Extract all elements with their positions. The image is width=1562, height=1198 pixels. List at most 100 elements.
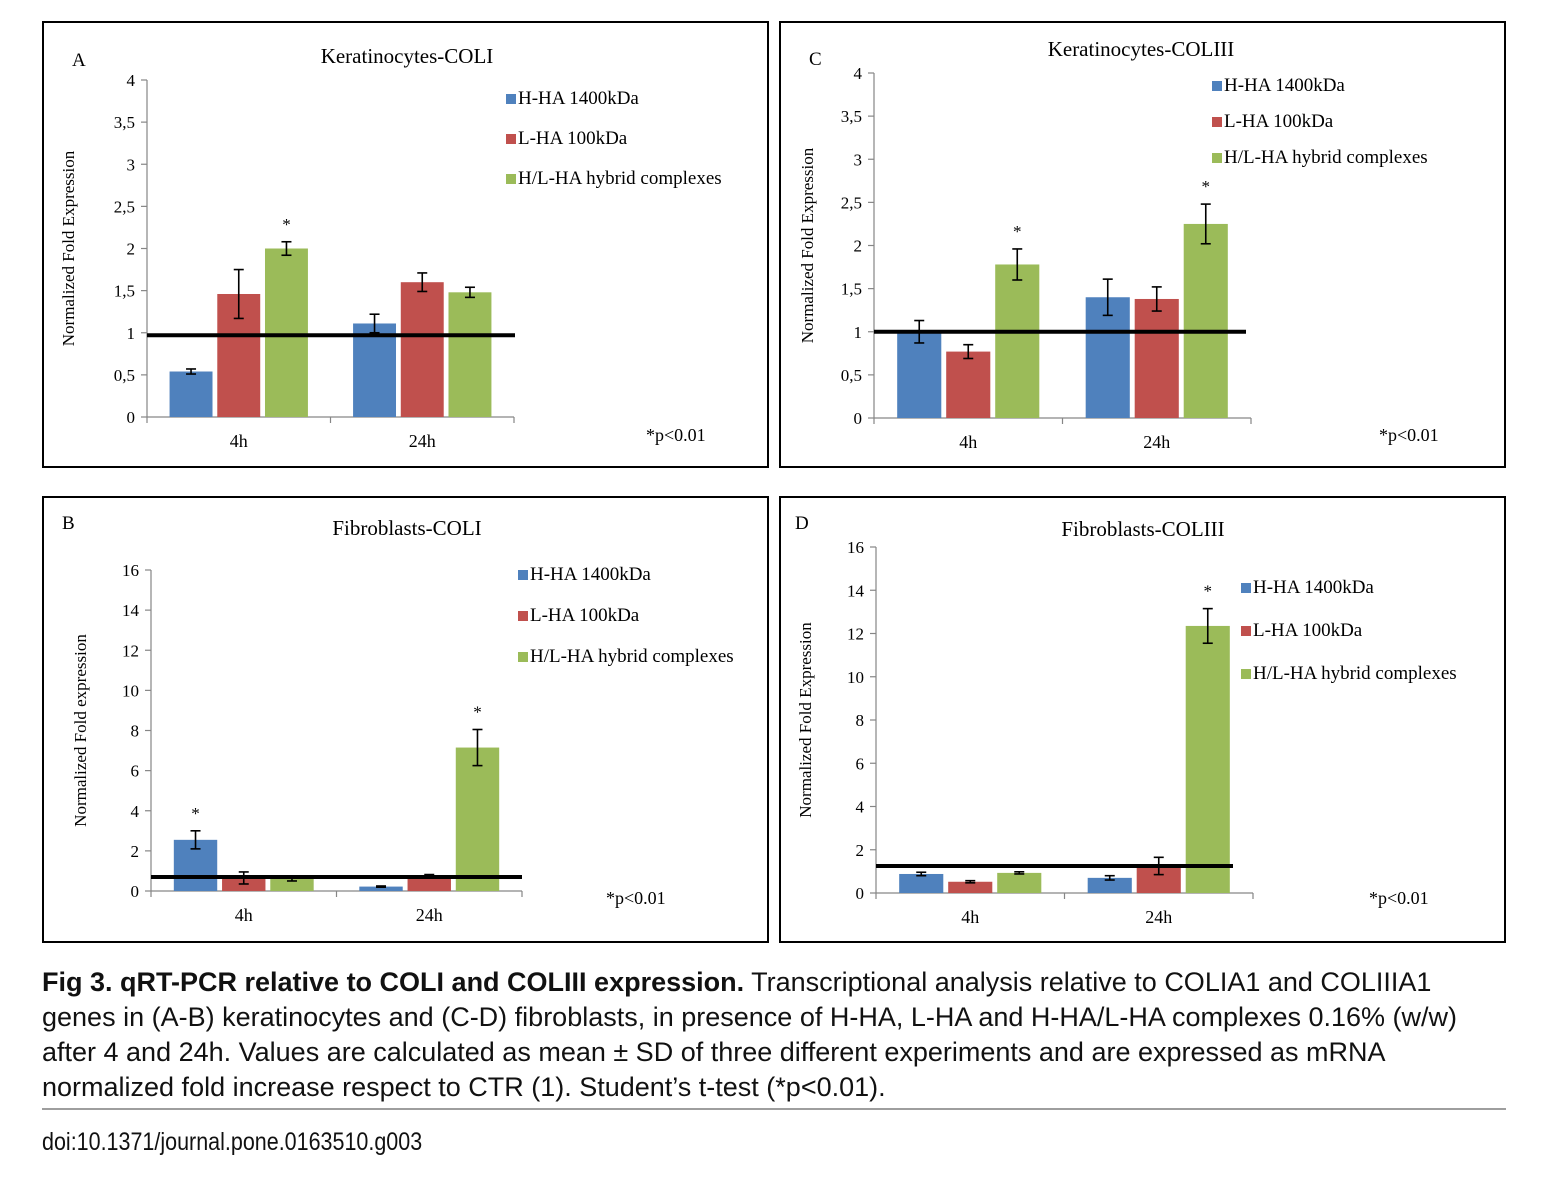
panel-label: D: [795, 513, 809, 534]
legend-swatch: [506, 134, 516, 144]
x-tick-label: 4h: [961, 907, 979, 927]
y-tick-label: 3: [127, 155, 136, 174]
y-tick-label: 4: [127, 71, 136, 90]
significance-mark: *: [282, 215, 291, 234]
y-tick-label: 8: [131, 722, 140, 741]
y-tick-label: 0,5: [114, 366, 135, 385]
legend-label: H-HA 1400kDa: [518, 88, 639, 109]
legend-swatch: [506, 94, 516, 104]
legend-swatch: [506, 174, 516, 184]
doi-text: doi:10.1371/journal.pone.0163510.g003: [42, 1128, 423, 1156]
y-tick-label: 6: [131, 762, 140, 781]
y-tick-label: 1: [127, 324, 136, 343]
y-tick-label: 3,5: [841, 107, 862, 126]
x-tick-label: 4h: [235, 905, 253, 925]
panel-D: D Fibroblasts-COLIII Normalized Fold Expre…: [779, 496, 1506, 943]
y-axis-label: Normalized Fold Expression: [798, 147, 817, 343]
legend-label: L-HA 100kDa: [530, 605, 640, 626]
y-tick-label: 2,5: [841, 193, 862, 212]
y-tick-label: 14: [122, 601, 140, 620]
x-tick-label: 24h: [409, 431, 436, 451]
y-tick-label: 3,5: [114, 113, 135, 132]
y-tick-label: 16: [122, 561, 139, 580]
legend-label: L-HA 100kDa: [1253, 620, 1363, 641]
legend-swatch: [518, 611, 528, 621]
bar-h-ha-1400kda-4h: [169, 371, 213, 417]
caption-title: Fig 3. qRT-PCR relative to COLI and COLI…: [42, 967, 745, 997]
bar-h-l-ha-hybrid-complexes-4h: [995, 264, 1040, 418]
y-tick-label: 1: [854, 323, 863, 342]
y-axis-label: Normalized Fold Expression: [796, 622, 815, 818]
panel-label: B: [62, 513, 75, 534]
y-tick-label: 2,5: [114, 197, 135, 216]
bar-h-l-ha-hybrid-complexes-4h: [997, 872, 1042, 893]
y-tick-label: 3: [854, 150, 863, 169]
significance-mark: *: [1202, 177, 1211, 196]
caption-divider: [42, 1108, 1506, 1110]
y-tick-label: 0: [854, 409, 863, 428]
x-tick-label: 4h: [230, 431, 248, 451]
x-tick-label: 4h: [959, 432, 977, 452]
y-axis-label: Normalized Fold expression: [71, 634, 90, 827]
y-tick-label: 2: [856, 841, 865, 860]
y-tick-label: 12: [122, 641, 139, 660]
bar-l-ha-100kda-24h: [407, 875, 451, 891]
y-tick-label: 8: [856, 711, 865, 730]
p-value-annotation: *p<0.01: [1369, 888, 1429, 908]
significance-mark: *: [191, 804, 200, 823]
bar-h-ha-1400kda-4h: [897, 331, 942, 418]
bar-h-l-ha-hybrid-complexes-24h: [1183, 223, 1228, 418]
legend-swatch: [1212, 153, 1222, 163]
chart-title: Keratinocytes-COLI: [321, 44, 494, 68]
bar-h-ha-1400kda-24h: [1085, 297, 1130, 418]
y-tick-label: 0: [131, 882, 140, 901]
bar-h-ha-1400kda-24h: [359, 886, 403, 891]
legend-label: L-HA 100kDa: [518, 128, 628, 149]
legend-label: H/L-HA hybrid complexes: [530, 646, 734, 667]
y-tick-label: 16: [847, 538, 864, 557]
legend-label: H/L-HA hybrid complexes: [1224, 147, 1428, 168]
chart-B: B Fibroblasts-COLI Normalized Fold express…: [62, 513, 734, 925]
y-tick-label: 0: [127, 408, 136, 427]
bar-h-l-ha-hybrid-complexes-24h: [448, 292, 492, 417]
legend-label: H-HA 1400kDa: [1253, 577, 1374, 598]
panel-A: A Keratinocytes-COLI Normalized Fold Expre…: [42, 21, 769, 468]
bar-l-ha-100kda-4h: [946, 351, 991, 418]
legend-label: H/L-HA hybrid complexes: [518, 168, 722, 189]
chart-title: Fibroblasts-COLI: [332, 516, 481, 540]
significance-mark: *: [473, 702, 482, 721]
panel-label: C: [809, 49, 822, 70]
bar-h-ha-1400kda-24h: [353, 323, 397, 417]
x-tick-label: 24h: [1145, 907, 1172, 927]
y-tick-label: 4: [131, 802, 140, 821]
bar-l-ha-100kda-4h: [948, 881, 993, 893]
chart-C: C Keratinocytes-COLIII Normalized Fold Exp…: [798, 37, 1439, 452]
legend-label: H/L-HA hybrid complexes: [1253, 663, 1457, 684]
chart-A: A Keratinocytes-COLI Normalized Fold Expre…: [59, 44, 722, 451]
y-tick-label: 4: [856, 798, 865, 817]
x-tick-label: 24h: [1143, 432, 1170, 452]
y-tick-label: 1,5: [114, 282, 135, 301]
significance-mark: *: [1013, 222, 1022, 241]
legend-label: L-HA 100kDa: [1224, 111, 1334, 132]
legend-swatch: [1212, 81, 1222, 91]
legend-swatch: [1241, 669, 1251, 679]
panel-C: C Keratinocytes-COLIII Normalized Fold Exp…: [779, 21, 1506, 468]
x-tick-label: 24h: [416, 905, 443, 925]
chart-title: Fibroblasts-COLIII: [1061, 517, 1224, 541]
legend-label: H-HA 1400kDa: [530, 564, 651, 585]
legend-label: H-HA 1400kDa: [1224, 75, 1345, 96]
y-tick-label: 10: [847, 668, 864, 687]
y-tick-label: 0: [856, 884, 865, 903]
y-axis-label: Normalized Fold Expression: [59, 150, 78, 346]
p-value-annotation: *p<0.01: [606, 888, 666, 908]
p-value-annotation: *p<0.01: [1379, 425, 1439, 445]
y-tick-label: 10: [122, 681, 139, 700]
legend-swatch: [1241, 583, 1251, 593]
panel-B: B Fibroblasts-COLI Normalized Fold express…: [42, 496, 769, 943]
bar-h-l-ha-hybrid-complexes-24h: [1185, 625, 1230, 893]
y-tick-label: 2: [854, 237, 863, 256]
y-tick-label: 2: [127, 240, 136, 259]
legend-swatch: [1241, 626, 1251, 636]
chart-title: Keratinocytes-COLIII: [1048, 37, 1235, 61]
